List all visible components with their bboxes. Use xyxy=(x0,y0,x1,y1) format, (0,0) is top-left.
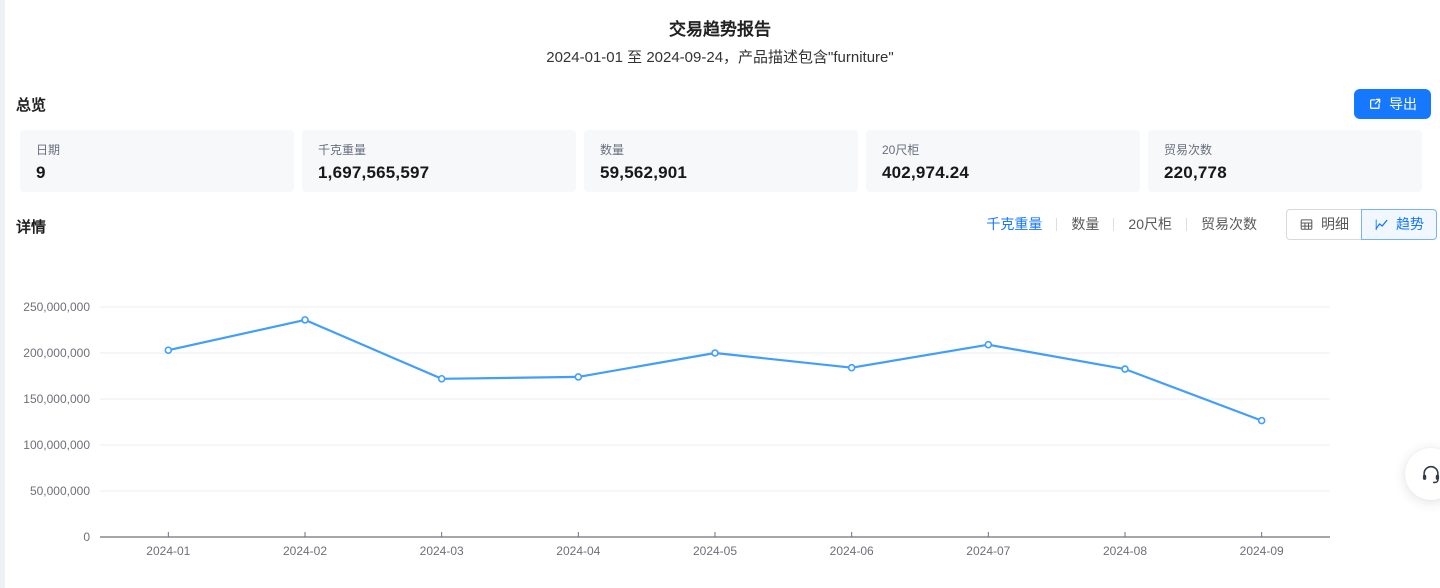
data-point-marker[interactable] xyxy=(164,346,173,355)
tab-20ft-container[interactable]: 20尺柜 xyxy=(1128,216,1172,232)
y-axis-tick-label: 200,000,000 xyxy=(23,346,90,360)
x-axis-tick-label: 2024-01 xyxy=(146,544,190,558)
x-axis-tick-label: 2024-02 xyxy=(283,544,327,558)
details-controls: 千克重量 数量 20尺柜 贸易次数 明细 xyxy=(986,208,1437,240)
data-point-marker[interactable] xyxy=(437,374,446,383)
x-axis-tick-label: 2024-04 xyxy=(556,544,600,558)
data-point-marker[interactable] xyxy=(301,316,309,324)
stat-card-20ft-container: 20尺柜 402,974.24 xyxy=(866,130,1140,192)
page-left-gutter xyxy=(0,0,5,588)
overview-cards: 日期 9 千克重量 1,697,565,597 数量 59,562,901 20… xyxy=(20,130,1422,192)
trend-view-button[interactable]: 趋势 xyxy=(1361,208,1437,240)
export-button-label: 导出 xyxy=(1389,96,1417,112)
table-icon xyxy=(1299,217,1314,232)
detail-view-label: 明细 xyxy=(1321,216,1349,232)
y-axis-tick-label: 150,000,000 xyxy=(23,392,90,406)
series-line xyxy=(168,318,1263,422)
headset-icon xyxy=(1420,463,1440,485)
x-axis-tick-label: 2024-08 xyxy=(1103,544,1147,558)
trend-view-label: 趋势 xyxy=(1396,216,1424,232)
detail-view-button[interactable]: 明细 xyxy=(1286,208,1361,240)
tab-separator xyxy=(1113,217,1115,231)
data-point-marker[interactable] xyxy=(1121,365,1129,373)
x-axis-tick-label: 2024-09 xyxy=(1240,544,1284,558)
overview-heading: 总览 xyxy=(16,97,47,114)
x-axis-tick-label: 2024-07 xyxy=(966,544,1010,558)
y-axis-tick-label: 0 xyxy=(83,530,90,544)
stat-label: 千克重量 xyxy=(318,143,367,157)
support-fab-button[interactable] xyxy=(1405,448,1440,500)
tab-quantity[interactable]: 数量 xyxy=(1071,216,1100,232)
page-subtitle: 2024-01-01 至 2024-09-24，产品描述包含"furniture… xyxy=(546,49,894,66)
export-button[interactable]: 导出 xyxy=(1354,89,1431,119)
stat-value: 59,562,901 xyxy=(600,163,688,182)
data-point-marker[interactable] xyxy=(984,340,993,349)
page-title: 交易趋势报告 xyxy=(669,20,771,39)
tab-separator xyxy=(1056,217,1058,231)
trend-chart-svg: 0 50,000,000 100,000,000 150,000,000 200,000… xyxy=(23,300,1330,558)
stat-label: 日期 xyxy=(36,143,61,157)
details-heading: 详情 xyxy=(16,219,47,236)
trend-icon xyxy=(1374,217,1389,232)
x-axis-tick-label: 2024-06 xyxy=(830,544,874,558)
data-point-marker[interactable] xyxy=(1257,416,1266,425)
y-axis-tick-label: 100,000,000 xyxy=(23,438,90,452)
stat-card-kg-weight: 千克重量 1,697,565,597 xyxy=(302,130,576,192)
stat-card-trade-count: 贸易次数 220,778 xyxy=(1148,130,1422,192)
stat-card-quantity: 数量 59,562,901 xyxy=(584,130,858,192)
x-axis-tick-label: 2024-05 xyxy=(693,544,737,558)
stat-label: 数量 xyxy=(600,143,625,157)
stat-value: 9 xyxy=(36,163,46,182)
tab-separator xyxy=(1186,217,1187,231)
data-point-marker[interactable] xyxy=(574,373,583,381)
tab-kg-weight[interactable]: 千克重量 xyxy=(986,216,1043,232)
metric-tabs: 千克重量 数量 20尺柜 贸易次数 xyxy=(986,214,1257,234)
stat-value: 1,697,565,597 xyxy=(318,163,430,182)
export-icon xyxy=(1368,97,1382,111)
trend-line-chart[interactable]: 0 50,000,000 100,000,000 150,000,000 200,000… xyxy=(0,290,1440,580)
stat-label: 贸易次数 xyxy=(1164,143,1213,157)
data-point-marker[interactable] xyxy=(847,363,856,372)
stat-value: 220,778 xyxy=(1164,163,1227,182)
y-axis-tick-label: 250,000,000 xyxy=(23,300,90,314)
y-axis-tick-label: 50,000,000 xyxy=(30,484,90,498)
x-axis-tick-label: 2024-03 xyxy=(420,544,464,558)
stat-label: 20尺柜 xyxy=(882,143,920,157)
stat-value: 402,974.24 xyxy=(882,163,970,182)
stat-card-date: 日期 9 xyxy=(20,130,294,192)
tab-trade-count[interactable]: 贸易次数 xyxy=(1201,216,1257,232)
view-toggle: 明细 趋势 xyxy=(1286,208,1437,240)
data-point-marker[interactable] xyxy=(711,349,719,357)
